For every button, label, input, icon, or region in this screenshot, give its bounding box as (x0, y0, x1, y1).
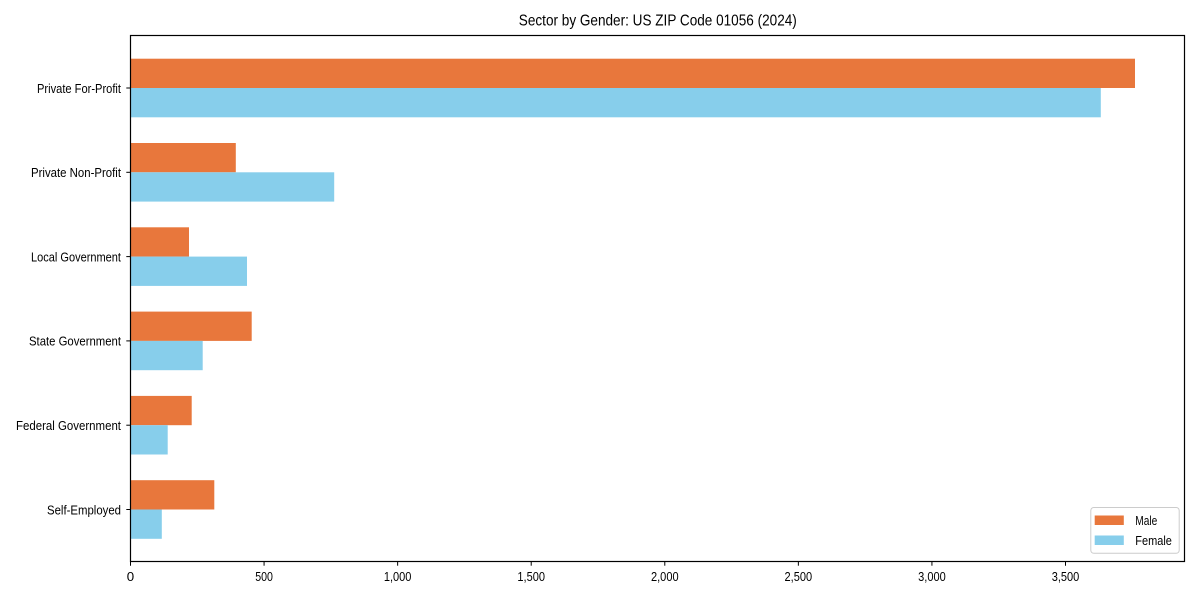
svg-text:3,500: 3,500 (1052, 569, 1080, 584)
svg-text:Federal Government: Federal Government (16, 418, 121, 433)
svg-text:Private Non-Profit: Private Non-Profit (31, 165, 121, 180)
svg-text:Self-Employed: Self-Employed (47, 502, 121, 517)
svg-text:1,500: 1,500 (517, 569, 545, 584)
svg-text:3,000: 3,000 (918, 569, 946, 584)
svg-text:Male: Male (1135, 513, 1157, 528)
svg-text:Private For-Profit: Private For-Profit (37, 81, 121, 96)
svg-text:Sector by Gender: US ZIP Code: Sector by Gender: US ZIP Code 01056 (202… (519, 12, 797, 29)
svg-text:Female: Female (1135, 533, 1172, 548)
svg-text:State Government: State Government (29, 334, 121, 349)
svg-text:2,500: 2,500 (785, 569, 813, 584)
svg-text:500: 500 (255, 569, 273, 584)
svg-text:0: 0 (127, 569, 134, 584)
svg-text:Local Government: Local Government (31, 249, 121, 264)
svg-text:1,000: 1,000 (384, 569, 412, 584)
svg-text:2,000: 2,000 (651, 569, 679, 584)
